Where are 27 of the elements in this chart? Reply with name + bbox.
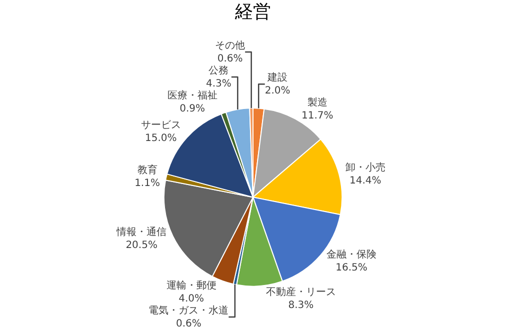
slice-label: 建設 — [266, 72, 288, 84]
slice-label: 金融・保険 — [326, 248, 376, 261]
data-label: 16.5% — [336, 262, 368, 274]
data-label: 4.0% — [178, 293, 204, 304]
slice-label: 医療・福祉 — [167, 89, 218, 102]
slice-label: 卸・小売 — [345, 161, 386, 174]
slice-label: 公務 — [208, 64, 229, 76]
data-label: 2.0% — [264, 86, 290, 97]
slice-label: 教育 — [137, 164, 158, 176]
data-label: 0.9% — [180, 103, 206, 114]
slice-label: 不動産・リース — [266, 286, 336, 298]
slice-label: 情報・通信 — [116, 226, 167, 238]
data-label: 14.4% — [350, 175, 382, 186]
data-label: 20.5% — [126, 240, 158, 251]
data-label: 0.6% — [217, 53, 243, 64]
data-label: 11.7% — [301, 110, 334, 122]
slice-label: 製造 — [307, 96, 328, 109]
data-label: 4.3% — [206, 78, 232, 90]
data-label: 8.3% — [288, 300, 314, 311]
slice-label: サービス — [140, 120, 181, 132]
slice-label: 電気・ガス・水道 — [148, 304, 229, 316]
data-label: 15.0% — [144, 133, 177, 144]
slice-label: その他 — [215, 39, 246, 52]
slice-label: 運輸・郵便 — [166, 279, 216, 292]
data-label: 1.1% — [134, 178, 160, 189]
chart-title: 経営 — [234, 2, 271, 23]
data-label: 0.6% — [176, 318, 202, 330]
